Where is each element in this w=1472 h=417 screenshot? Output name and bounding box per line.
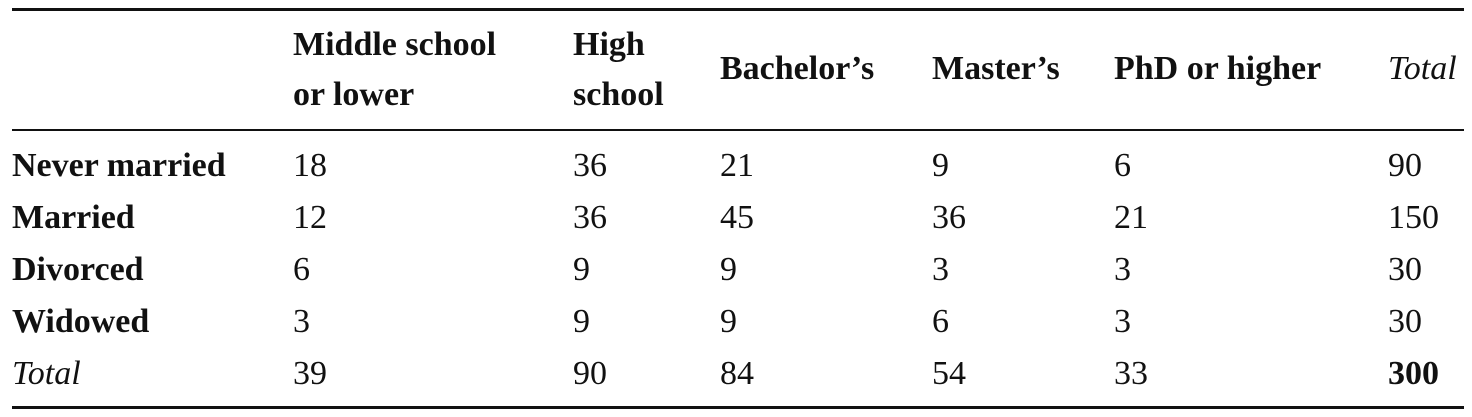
top-rule	[12, 8, 1464, 11]
cell: 45	[720, 199, 754, 236]
cell: 9	[573, 251, 590, 288]
cell: 36	[573, 147, 607, 184]
cell: 30	[1388, 303, 1422, 340]
cell: 36	[573, 199, 607, 236]
row-label-divorced: Divorced	[12, 251, 144, 288]
header-middle-school-line1: Middle school	[293, 26, 497, 63]
cell: 36	[932, 199, 966, 236]
row-label-widowed: Widowed	[12, 303, 150, 340]
cell: 6	[932, 303, 949, 340]
cell: 150	[1388, 199, 1439, 236]
header-high-school-line1: High	[573, 26, 645, 63]
header-masters: Master’s	[932, 50, 1060, 87]
header-middle-school: Middle school or lower	[293, 20, 496, 120]
bottom-rule	[12, 406, 1464, 409]
cell: 21	[1114, 199, 1148, 236]
row-label-married: Married	[12, 199, 135, 236]
cell: 30	[1388, 251, 1422, 288]
row-label-total: Total	[12, 355, 81, 392]
cell: 3	[1114, 303, 1131, 340]
cell: 54	[932, 355, 966, 392]
contingency-table: Middle school or lower High school Bache…	[12, 0, 1464, 417]
cell: 90	[1388, 147, 1422, 184]
mid-rule	[12, 129, 1464, 131]
header-bachelors: Bachelor’s	[720, 50, 875, 87]
grand-total: 300	[1388, 355, 1439, 392]
cell: 21	[720, 147, 754, 184]
header-phd: PhD or higher	[1114, 50, 1322, 87]
cell: 9	[573, 303, 590, 340]
cell: 3	[293, 303, 310, 340]
cell: 3	[932, 251, 949, 288]
cell: 12	[293, 199, 327, 236]
cell: 18	[293, 147, 327, 184]
row-label-never-married: Never married	[12, 147, 226, 184]
header-total: Total	[1388, 50, 1457, 87]
cell: 6	[293, 251, 310, 288]
cell: 3	[1114, 251, 1131, 288]
cell: 9	[720, 251, 737, 288]
cell: 84	[720, 355, 754, 392]
cell: 39	[293, 355, 327, 392]
cell: 6	[1114, 147, 1131, 184]
cell: 33	[1114, 355, 1148, 392]
cell: 90	[573, 355, 607, 392]
header-high-school: High school	[573, 20, 664, 120]
header-middle-school-line2: or lower	[293, 76, 415, 113]
cell: 9	[932, 147, 949, 184]
cell: 9	[720, 303, 737, 340]
header-high-school-line2: school	[573, 76, 664, 113]
